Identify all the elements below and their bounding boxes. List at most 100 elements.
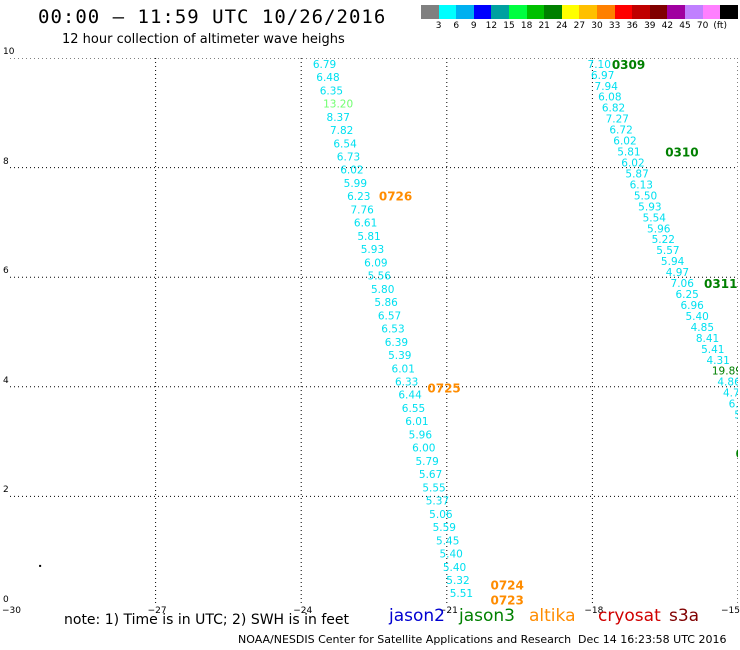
- color-scale-label: 33: [608, 21, 621, 31]
- wave-height-value: 5.86: [374, 297, 398, 309]
- wave-height-value: 5.45: [436, 535, 459, 547]
- x-tick-label: −30: [2, 606, 21, 616]
- wave-height-value: 5.22: [652, 234, 675, 246]
- color-scale-label: 12: [485, 21, 498, 31]
- color-scale-label: 30: [591, 21, 603, 31]
- color-swatch: [632, 5, 650, 19]
- wave-height-value: 19.89: [712, 366, 738, 378]
- wave-height-value: 7.94: [595, 81, 619, 93]
- wave-height-value: 6.39: [385, 337, 408, 349]
- wave-height-value: 8.37: [327, 112, 350, 124]
- wave-height-value: 5.57: [656, 245, 679, 257]
- color-scale-labels: 3 6 9 12 15 18 21 24 27 30 33 36 39 42 45 70 (ft): [421, 21, 738, 33]
- wave-height-value: 5.51: [450, 588, 473, 600]
- wave-height-value: 5.87: [625, 168, 648, 180]
- wave-height-value: 5.37: [426, 496, 449, 508]
- wave-height-value: 4.86: [717, 377, 738, 389]
- wave-height-value: 6.73: [337, 152, 360, 164]
- wave-height-value: 5.96: [647, 223, 671, 235]
- color-scale-label: (ft): [713, 21, 727, 31]
- color-swatch: [649, 5, 668, 19]
- y-tick-label: 2: [3, 485, 9, 496]
- wave-height-value: 6.23: [347, 191, 370, 203]
- data-point-mark: [39, 564, 42, 567]
- wave-height-value: 6.61: [354, 218, 377, 230]
- color-scale-label: 15: [503, 21, 515, 31]
- color-swatch: [456, 5, 474, 19]
- color-scale-label: 39: [644, 21, 656, 31]
- wave-height-value: 6.48: [316, 72, 339, 84]
- pass-time-label: 0724: [490, 579, 523, 593]
- y-tick-label: 10: [3, 47, 15, 57]
- pass-time-label: 0726: [379, 189, 412, 203]
- wave-height-value: 6.13: [630, 179, 653, 191]
- footer-note: note: 1) Time is in UTC; 2) SWH is in fe…: [64, 612, 350, 628]
- wave-height-value: 7.06: [671, 278, 695, 290]
- wave-height-value: 5.81: [617, 147, 640, 159]
- wave-height-value: 5.54: [643, 212, 667, 224]
- wave-height-value: 5.96: [409, 429, 433, 441]
- map-title: 00:00 — 11:59 UTC 10/26/2016: [38, 6, 387, 28]
- color-swatch: [473, 5, 492, 19]
- color-scale-label: 42: [661, 21, 674, 31]
- wave-height-value: 6.08: [598, 92, 621, 104]
- wave-height-value: 4.97: [666, 267, 689, 279]
- wave-height-value: 5.93: [638, 201, 661, 213]
- x-tick-label: −24: [293, 606, 313, 616]
- color-scale-label: 45: [679, 21, 691, 31]
- wave-height-value: 6.79: [313, 59, 336, 71]
- color-swatch: [596, 5, 615, 19]
- color-swatch: [684, 5, 703, 19]
- wave-height-value: 6.02: [621, 158, 644, 170]
- wave-height-value: 6.82: [602, 103, 625, 115]
- y-tick-label: 4: [3, 375, 9, 386]
- wave-height-value: 6.01: [392, 363, 415, 375]
- wave-height-value: 5.81: [357, 231, 380, 243]
- wave-height-value: 4.31: [706, 355, 729, 367]
- wave-height-value: 5.93: [361, 244, 384, 256]
- wave-height-value: 6.57: [378, 310, 401, 322]
- color-scale-label: 36: [626, 21, 638, 31]
- wave-height-plot: 6.796.486.3513.208.377.826.546.736.025.9…: [10, 58, 738, 606]
- wave-height-value: 5.41: [701, 344, 724, 356]
- pass-time-label: 0725: [427, 381, 460, 395]
- wave-height-value: 6.25: [675, 289, 698, 301]
- color-swatch: [667, 5, 685, 19]
- wave-height-value: 6.96: [680, 300, 704, 312]
- y-tick-label: 6: [3, 266, 9, 277]
- color-scale-label: 9: [470, 21, 477, 31]
- x-tick-label: −27: [147, 606, 167, 616]
- color-swatch: [579, 5, 597, 19]
- wave-height-value: 6.44: [398, 390, 422, 402]
- wave-height-value: 5.50: [634, 190, 657, 202]
- wave-height-value: 5.94: [661, 256, 685, 268]
- color-scale-label: 6: [453, 21, 460, 31]
- wave-height-value: 5.67: [419, 469, 442, 481]
- color-scale-label: 18: [520, 21, 533, 31]
- wave-height-value: 5.40: [439, 549, 462, 561]
- satellite-legend-item: altika: [529, 606, 576, 626]
- credit-line: NOAA/NESDIS Center for Satellite Applica…: [238, 633, 572, 646]
- wave-height-value: 13.20: [323, 99, 353, 111]
- color-swatch: [508, 5, 527, 19]
- x-tick-label: −21: [438, 606, 458, 616]
- wave-height-value: 7.82: [330, 125, 353, 137]
- color-scale-label: 3: [435, 21, 442, 31]
- wave-height-value: 5.40: [685, 311, 708, 323]
- color-scale-label: 70: [696, 21, 709, 31]
- wave-height-value: 4.70: [723, 388, 738, 400]
- satellite-legend-item: jason2: [389, 606, 445, 626]
- wave-height-value: 6.33: [395, 376, 418, 388]
- color-swatch: [491, 5, 509, 19]
- wave-height-value: 6.54: [333, 138, 357, 150]
- wave-height-value: 6.02: [729, 399, 738, 411]
- color-scale-bar: [421, 5, 738, 19]
- wave-height-value: 4.85: [691, 322, 714, 334]
- wave-height-value: 6.72: [609, 125, 632, 137]
- pass-time-label: 0311: [704, 277, 737, 291]
- wave-height-value: 7.76: [350, 204, 374, 216]
- wave-height-value: 7.10: [588, 59, 611, 71]
- pass-time-label: 0723: [490, 593, 523, 606]
- wave-height-value: 6.53: [381, 324, 404, 336]
- y-tick-label: 8: [3, 156, 9, 167]
